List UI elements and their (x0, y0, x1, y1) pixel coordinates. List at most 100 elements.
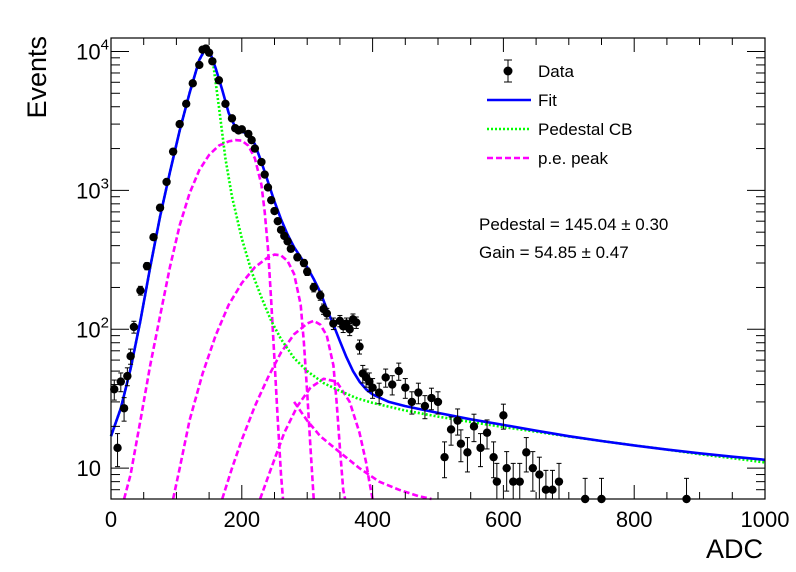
series-line-p-e-peak-1 (122, 138, 285, 500)
x-axis-tick-labels: 0 200 400 600 800 1000 (105, 507, 790, 532)
data-marker (168, 147, 178, 156)
data-point (244, 129, 253, 139)
data-marker (257, 157, 266, 167)
data-point (414, 382, 423, 405)
x-tick-label: 400 (354, 507, 391, 532)
data-marker (260, 170, 269, 179)
data-point (299, 258, 309, 268)
data-marker (221, 99, 230, 108)
data-point (303, 267, 312, 276)
data-point (374, 382, 384, 405)
data-point (208, 57, 217, 66)
data-point (116, 372, 126, 393)
data-marker (244, 129, 253, 139)
data-point (204, 48, 214, 57)
data-point (149, 233, 158, 242)
data-point (463, 437, 472, 473)
data-marker (155, 203, 165, 212)
data-marker (401, 383, 410, 392)
series-layer (109, 46, 766, 501)
data-point (263, 183, 273, 192)
data-marker (492, 477, 502, 486)
data-point (554, 462, 564, 499)
data-point (368, 378, 377, 399)
data-marker (381, 373, 390, 382)
data-point (221, 99, 230, 108)
data-point (345, 323, 354, 337)
data-point (168, 147, 178, 156)
annotation-pedestal: Pedestal = 145.04 ± 0.30 (479, 215, 668, 234)
data-marker (509, 477, 518, 486)
data-point (270, 206, 279, 216)
data-point (316, 290, 325, 301)
data-marker (286, 244, 296, 253)
y-tick-label: 102 (76, 314, 109, 342)
data-point (528, 451, 538, 492)
data-point (286, 244, 296, 253)
y-tick-label: 10 (77, 456, 101, 481)
data-point (433, 391, 443, 415)
data-point (440, 441, 449, 479)
data-marker (535, 470, 544, 479)
data-point (322, 307, 332, 320)
x-tick-label: 800 (616, 507, 653, 532)
data-point (136, 285, 145, 296)
data-point (522, 437, 531, 473)
data-marker (427, 393, 436, 403)
data-marker (394, 366, 403, 376)
data-point (535, 456, 544, 499)
data-point (175, 119, 184, 129)
x-tick-label: 1000 (741, 507, 790, 532)
data-marker (388, 380, 397, 389)
data-marker (110, 385, 119, 394)
data-marker (554, 477, 564, 486)
data-marker (182, 99, 191, 108)
data-point (489, 441, 498, 479)
data-marker (440, 452, 449, 462)
data-point (355, 339, 364, 355)
legend-item: Fit (487, 91, 557, 110)
data-point (126, 348, 135, 365)
data-point (227, 114, 237, 123)
data-point (250, 144, 260, 153)
data-point (407, 391, 417, 415)
data-marker (175, 119, 184, 129)
series-line-fit (109, 46, 766, 462)
data-point (247, 135, 256, 145)
data-marker (142, 261, 152, 271)
data-marker (316, 291, 325, 300)
data-point (352, 316, 361, 329)
data-marker (469, 422, 479, 431)
data-marker (250, 144, 260, 153)
legend: Data Fit Pedestal CB p.e. peak (487, 59, 633, 168)
data-marker (453, 416, 462, 425)
data-point (195, 60, 204, 70)
data-marker (515, 477, 524, 486)
legend-item: Data (503, 59, 574, 83)
x-axis-ticks (110, 38, 766, 499)
data-point (293, 253, 302, 262)
data-point (502, 451, 511, 492)
data-marker (270, 206, 279, 216)
series-line-p-e-peak-4 (258, 377, 374, 500)
data-marker (548, 485, 557, 494)
data-marker (247, 135, 256, 145)
data-marker (263, 183, 273, 192)
data-marker (113, 443, 122, 453)
data-point (129, 320, 139, 334)
data-point (401, 378, 410, 399)
data-marker (502, 463, 511, 473)
y-tick-label: 103 (76, 175, 109, 203)
x-tick-label: 200 (223, 507, 260, 532)
data-marker (126, 351, 135, 361)
y-axis-title: Events (22, 36, 52, 119)
data-marker (195, 60, 204, 70)
data-marker (368, 383, 377, 392)
legend-label: Pedestal CB (538, 120, 633, 139)
series-line-p-e-peak-3 (220, 319, 347, 500)
data-point (453, 408, 462, 436)
data-marker (123, 371, 132, 381)
data-point (446, 416, 456, 446)
data-marker (119, 404, 129, 413)
data-point (515, 462, 524, 499)
